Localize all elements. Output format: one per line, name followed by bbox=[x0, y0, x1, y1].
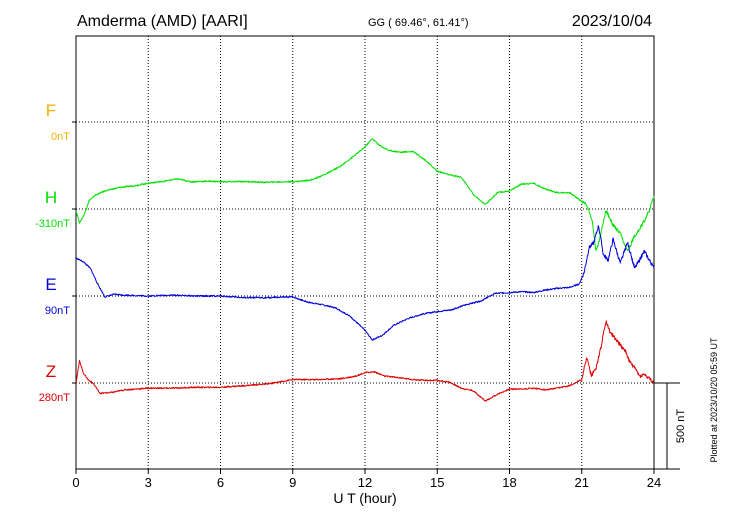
x-axis-ticks: 0 3 6 9 12 15 18 21 24 bbox=[72, 121, 661, 490]
scale-bar: 500 nT bbox=[654, 382, 687, 470]
series-traces bbox=[75, 138, 655, 402]
x-tick-label: 21 bbox=[575, 475, 589, 490]
x-tick-label: 18 bbox=[502, 475, 516, 490]
series-name-h: H bbox=[45, 188, 57, 207]
x-tick-label: 6 bbox=[217, 475, 224, 490]
x-tick-label: 12 bbox=[358, 475, 372, 490]
station-title: Amderma (AMD) [AARI] bbox=[77, 13, 248, 30]
scale-bar-label: 500 nT bbox=[675, 409, 687, 444]
series-baseline-f: 0nT bbox=[51, 131, 70, 143]
series-baseline-z: 280nT bbox=[39, 392, 70, 404]
series-labels: F 0nT H -310nT E 90nT Z 280nT bbox=[35, 101, 70, 404]
x-axis-label: U T (hour) bbox=[333, 490, 396, 506]
x-tick-label: 0 bbox=[72, 475, 79, 490]
series-line-h bbox=[75, 138, 655, 251]
station-coordinates: GG ( 69.46°, 61.41°) bbox=[368, 17, 469, 29]
x-tick-label: 3 bbox=[145, 475, 152, 490]
series-name-z: Z bbox=[46, 362, 56, 381]
series-name-f: F bbox=[46, 101, 56, 120]
series-baseline-h: -310nT bbox=[35, 218, 70, 230]
x-tick-label: 15 bbox=[430, 475, 444, 490]
plot-grid bbox=[76, 36, 654, 469]
series-baseline-e: 90nT bbox=[45, 305, 70, 317]
plot-date: 2023/10/04 bbox=[572, 13, 652, 30]
series-line-z bbox=[75, 320, 655, 402]
x-tick-label: 24 bbox=[647, 475, 661, 490]
series-line-e bbox=[75, 225, 655, 341]
x-tick-label: 9 bbox=[289, 475, 296, 490]
series-name-e: E bbox=[45, 275, 56, 294]
plotted-at-note: Plotted at 2023/10/20 05:59 UT bbox=[709, 337, 719, 463]
